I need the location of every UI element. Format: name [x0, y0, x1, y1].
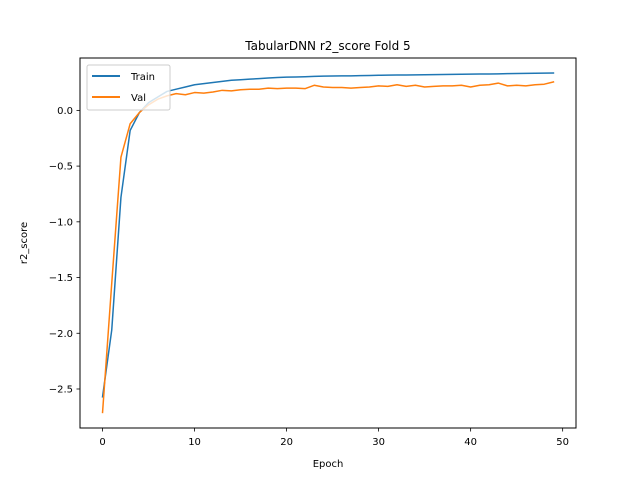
- plot-background: [80, 58, 576, 428]
- y-tick-label: −0.5: [49, 162, 73, 173]
- x-tick-label: 0: [99, 437, 105, 448]
- x-tick-label: 10: [188, 437, 201, 448]
- series-line-train: [101, 72, 555, 398]
- y-tick-label: −1.0: [49, 217, 73, 228]
- chart-title: TabularDNN r2_score Fold 5: [244, 39, 410, 53]
- legend-label-val: Val: [131, 93, 146, 104]
- x-axis: 0 10 20 30 40 50: [99, 428, 569, 448]
- y-tick-label: 0.0: [57, 106, 73, 117]
- y-axis: −2.5 −2.0 −1.5 −1.0 −0.5 0.0: [49, 106, 80, 395]
- x-tick-label: 40: [464, 437, 477, 448]
- plot-area: [80, 58, 576, 428]
- plot-frame: [79, 57, 577, 429]
- x-axis-label: Epoch: [313, 459, 344, 470]
- y-tick-label: −2.0: [49, 329, 73, 340]
- series-layer: [101, 72, 555, 414]
- x-tick-label: 20: [280, 437, 293, 448]
- y-tick-label: −2.5: [49, 384, 73, 395]
- legend-label-train: Train: [130, 72, 155, 83]
- legend: Train Val: [86, 64, 171, 111]
- x-tick-label: 30: [372, 437, 385, 448]
- x-tick-label: 50: [556, 437, 569, 448]
- y-axis-label: r2_score: [19, 222, 30, 264]
- legend-box: [86, 64, 171, 111]
- series-line-val: [101, 81, 555, 414]
- y-tick-label: −1.5: [49, 273, 73, 284]
